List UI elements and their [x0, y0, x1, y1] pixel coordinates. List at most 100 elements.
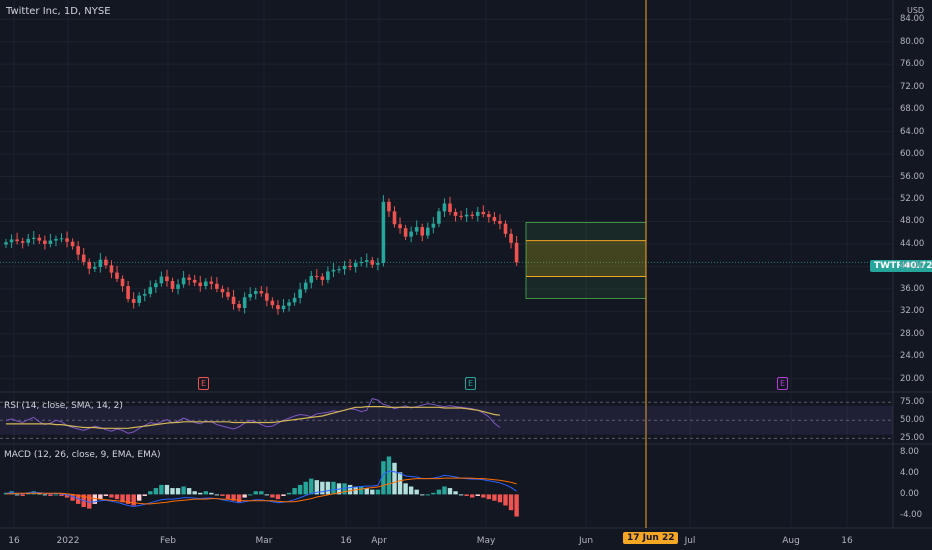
- macd-histogram-bar: [431, 492, 436, 495]
- macd-histogram-bar: [408, 486, 414, 495]
- candle-body: [154, 283, 158, 288]
- y-tick-label: 20.00: [900, 373, 925, 384]
- candle-body: [142, 293, 147, 296]
- macd-histogram-bar: [420, 494, 425, 496]
- candle-body: [475, 211, 480, 216]
- candle-body: [26, 238, 30, 243]
- y-tick-label: 76.00: [900, 59, 925, 70]
- macd-histogram-bar: [181, 486, 186, 495]
- macd-histogram-bar: [170, 488, 175, 495]
- candle-body: [76, 246, 80, 255]
- macd-histogram-bar: [359, 486, 364, 495]
- cursor-date-badge: 17 Jun 22: [623, 532, 679, 544]
- macd-histogram-bar: [514, 494, 519, 517]
- y-tick-label: 80.00: [900, 36, 925, 47]
- candle-body: [381, 201, 386, 264]
- candle-body: [398, 224, 402, 229]
- candle-body: [126, 286, 130, 299]
- y-tick-label: 44.00: [900, 238, 925, 249]
- macd-histogram-bar: [458, 494, 464, 496]
- y-tick-label: 28.00: [900, 328, 925, 339]
- candle-body: [359, 261, 363, 264]
- earnings-event-icon[interactable]: E: [465, 377, 476, 390]
- candle-body: [331, 269, 336, 272]
- x-tick-label: Feb: [160, 536, 176, 546]
- macd-histogram-bar: [186, 488, 192, 495]
- macd-histogram-bar: [198, 492, 203, 495]
- macd-histogram-bar: [503, 494, 508, 506]
- macd-histogram-bar: [364, 488, 369, 495]
- macd-histogram-bar: [436, 489, 442, 495]
- candle-body: [54, 238, 58, 241]
- macd-histogram-bar: [492, 494, 497, 501]
- candle-body: [131, 298, 136, 303]
- macd-histogram-bar: [397, 472, 403, 495]
- candle-body: [237, 304, 241, 308]
- macd-histogram-bar: [259, 491, 264, 495]
- candle-body: [392, 211, 397, 225]
- rsi-tick-label: 50.00: [900, 415, 925, 426]
- candle-body: [342, 265, 347, 270]
- macd-histogram-bar: [125, 494, 131, 504]
- candle-body: [353, 263, 358, 267]
- macd-histogram-bar: [53, 494, 59, 496]
- x-tick-label: Apr: [371, 536, 387, 546]
- candle-body: [437, 211, 441, 224]
- macd-histogram-bar: [159, 484, 164, 495]
- macd-histogram-bar: [497, 494, 503, 503]
- earnings-event-icon[interactable]: E: [198, 377, 209, 390]
- macd-histogram-bar: [48, 494, 53, 496]
- x-tick-label: Jun: [578, 536, 594, 546]
- candle-body: [159, 276, 164, 284]
- candle-body: [81, 254, 86, 262]
- macd-histogram-bar: [192, 491, 197, 495]
- macd-histogram-bar: [508, 494, 514, 511]
- macd-histogram-bar: [475, 494, 480, 496]
- candle-body: [276, 305, 280, 310]
- candle-body: [48, 240, 53, 244]
- candle-body: [403, 228, 408, 237]
- candle-body: [309, 275, 314, 283]
- macd-histogram-bar: [303, 481, 308, 495]
- candle-body: [487, 214, 491, 217]
- candle-body: [265, 293, 269, 301]
- rsi-tick-label: 75.00: [900, 397, 925, 408]
- candle-body: [137, 295, 141, 303]
- candle-body: [226, 292, 230, 297]
- x-tick-label: May: [476, 536, 496, 546]
- macd-histogram-bar: [292, 488, 297, 495]
- candle-body: [514, 242, 519, 263]
- macd-histogram-bar: [92, 494, 97, 504]
- macd-histogram-bar: [275, 494, 281, 500]
- candle-body: [109, 265, 114, 273]
- candle-body: [253, 291, 258, 294]
- chart-title: Twitter Inc, 1D, NYSE: [6, 6, 111, 17]
- macd-histogram-bar: [320, 481, 325, 495]
- rsi-label: RSI (14, close, SMA, 14, 2): [4, 401, 123, 411]
- macd-tick-label: 0.00: [900, 489, 919, 500]
- candle-body: [464, 214, 469, 217]
- macd-histogram-bar: [236, 494, 242, 503]
- signal-line: [6, 477, 517, 505]
- candle-body: [204, 281, 208, 287]
- x-tick-label: Aug: [782, 536, 800, 546]
- macd-histogram-bar: [353, 486, 358, 495]
- macd-tick-label: 4.00: [900, 468, 919, 479]
- y-tick-label: 52.00: [900, 194, 925, 204]
- candle-body: [298, 289, 302, 298]
- rsi-ma-line: [6, 406, 500, 429]
- macd-histogram-bar: [281, 494, 286, 496]
- earnings-event-icon[interactable]: E: [777, 377, 788, 390]
- y-tick-label: 56.00: [900, 171, 925, 182]
- candle-body: [20, 241, 25, 243]
- macd-histogram-bar: [270, 494, 275, 498]
- macd-histogram-bar: [286, 492, 292, 495]
- macd-histogram-bar: [209, 492, 214, 495]
- macd-histogram-bar: [342, 483, 347, 495]
- projection-box: [525, 222, 647, 299]
- candle-body: [215, 283, 219, 289]
- candle-body: [31, 237, 36, 239]
- macd-histogram-bar: [220, 494, 225, 496]
- macd-histogram-bar: [59, 494, 64, 496]
